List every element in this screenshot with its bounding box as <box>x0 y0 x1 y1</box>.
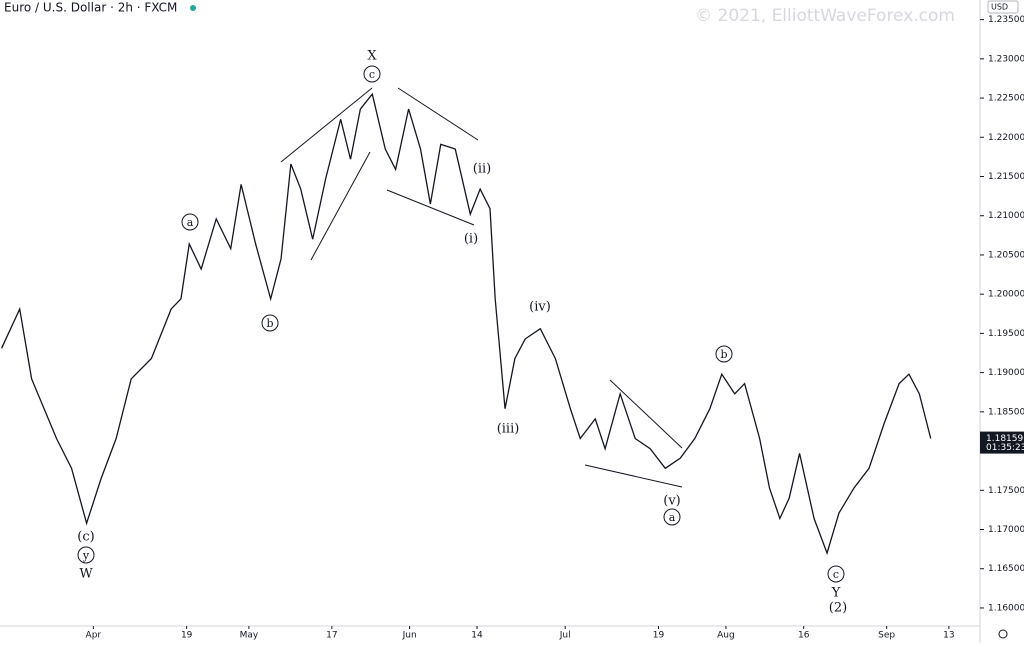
wave-label: W <box>79 567 93 582</box>
wave-circle <box>363 65 381 83</box>
x-tick-label: 17 <box>326 631 337 641</box>
x-tick-label: Sep <box>878 631 895 641</box>
x-tick-label: Apr <box>86 631 102 641</box>
x-tick-label: Aug <box>717 631 735 641</box>
y-tick-label: 1.23000 <box>988 54 1024 64</box>
y-tick-label: 1.20000 <box>988 290 1024 300</box>
y-tick-label: 1.22000 <box>988 133 1024 143</box>
wave-label: c <box>833 568 839 581</box>
wave-label: b <box>720 348 727 361</box>
y-tick-label: 1.19000 <box>988 368 1024 378</box>
wave-label: y <box>82 549 90 562</box>
y-tick-label: 1.23500 <box>988 15 1024 25</box>
y-tick-label: 1.16000 <box>988 603 1024 613</box>
wave-label: (v) <box>663 494 681 509</box>
y-tick-label: 1.17500 <box>988 486 1024 496</box>
x-tick-label: May <box>240 631 259 641</box>
wave-label: X <box>367 49 377 64</box>
wave-label: (i) <box>464 232 478 247</box>
price-tag <box>980 431 1024 454</box>
y-tick-label: 1.19500 <box>988 329 1024 339</box>
wave-circle <box>181 213 199 231</box>
settings-icon[interactable] <box>998 629 1008 639</box>
wave-label: a <box>669 511 676 524</box>
wave-label: Y <box>831 586 841 601</box>
price-line <box>0 92 932 556</box>
wave-label: (c) <box>77 530 94 545</box>
wave-circle <box>715 345 733 363</box>
wave-circle <box>261 314 279 332</box>
wave-label: a <box>187 216 194 229</box>
trend-lines <box>280 87 683 488</box>
x-tick-label: Jun <box>402 631 417 641</box>
y-tick-label: 1.17000 <box>988 525 1024 535</box>
watermark: © 2021, ElliottWaveForex.com <box>695 6 955 26</box>
x-tick-label: 14 <box>471 631 483 641</box>
y-tick-label: 1.20500 <box>988 250 1024 260</box>
x-tick-label: 19 <box>653 631 665 641</box>
currency: USD <box>991 3 1008 12</box>
chart-title: Euro / U.S. Dollar · 2h · FXCM <box>4 1 177 15</box>
countdown: 01:35:23 <box>986 443 1024 453</box>
y-tick-label: 1.16500 <box>988 564 1024 574</box>
wave-label: (iii) <box>497 422 520 437</box>
wave-label: c <box>369 68 375 81</box>
x-tick-label: 13 <box>943 631 954 641</box>
x-tick-label: Jul <box>559 631 571 641</box>
price-tag-label: 1.18159 <box>986 434 1023 444</box>
wave-circle <box>77 546 95 564</box>
y-tick-label: 1.22500 <box>988 94 1024 104</box>
wave-label: (ii) <box>473 162 491 177</box>
x-tick-label: 19 <box>181 631 193 641</box>
wave-label: (2) <box>829 601 847 616</box>
y-tick-label: 1.21000 <box>988 211 1024 221</box>
y-tick-label: 1.18500 <box>988 407 1024 417</box>
x-tick-label: 16 <box>798 631 810 641</box>
y-tick-label: 1.21500 <box>988 172 1024 182</box>
wave-circle <box>663 508 681 526</box>
wave-circle <box>827 565 845 583</box>
status-dot <box>190 5 196 11</box>
wave-label: b <box>266 317 273 330</box>
wave-label: (iv) <box>529 300 551 315</box>
currency-button[interactable] <box>987 0 1019 14</box>
